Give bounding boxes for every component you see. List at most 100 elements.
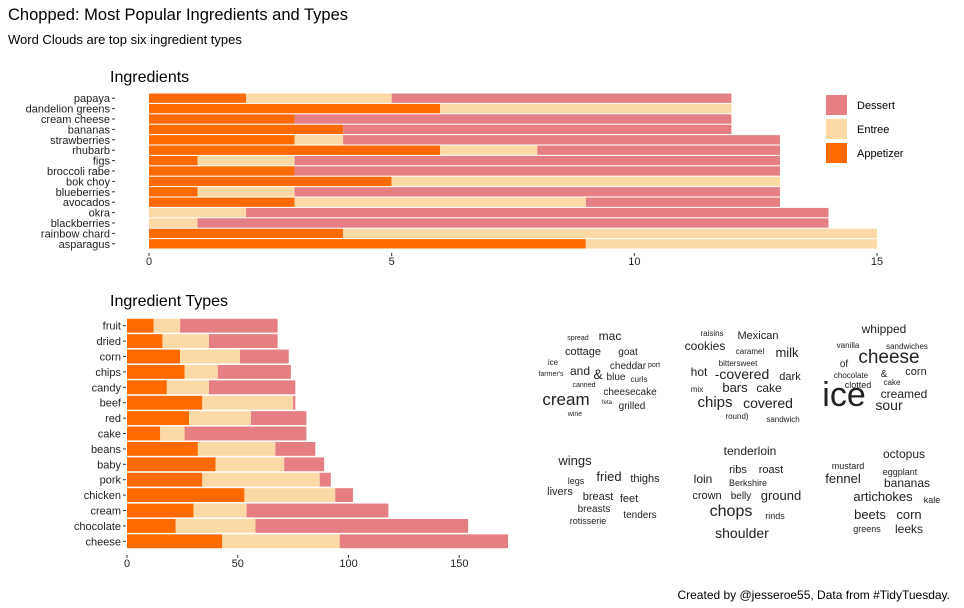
- bar-dessert: [343, 135, 780, 145]
- bar-dessert: [293, 395, 296, 410]
- cloud-word: cottage: [565, 346, 601, 358]
- cloud-word: chips: [697, 394, 732, 411]
- bar-dessert: [180, 318, 278, 333]
- y-tick-label: chocolate: [74, 521, 121, 533]
- y-tick-label: dandelion greens: [26, 104, 111, 116]
- credit-caption: Created by @jesseroe55, Data from #TidyT…: [677, 588, 950, 602]
- y-tick-label: beef: [100, 398, 122, 410]
- y-tick-label: papaya: [74, 93, 111, 105]
- bar-dessert: [208, 334, 278, 349]
- cloud-word: eggplant: [883, 467, 918, 477]
- bar-appetizer: [149, 155, 198, 166]
- y-tick-label: dried: [97, 336, 121, 348]
- cloud-word: beets: [854, 507, 886, 522]
- bar-entree: [162, 334, 209, 349]
- bar-dessert: [217, 364, 291, 379]
- bar-dessert: [335, 488, 353, 503]
- cloud-word: bars: [722, 380, 748, 395]
- cloud-word: chocolate: [834, 371, 869, 380]
- cloud-word: whipped: [861, 322, 907, 336]
- cloud-word: vanilla: [837, 341, 860, 350]
- cloud-word: cheddar: [610, 361, 647, 372]
- cloud-word: roast: [759, 464, 783, 476]
- bar-appetizer: [127, 349, 181, 364]
- bar-appetizer: [149, 197, 295, 207]
- y-tick-label: broccoli rabe: [47, 166, 110, 178]
- chart-title: Ingredients: [110, 69, 189, 86]
- y-tick-label: chicken: [84, 490, 121, 502]
- cloud-word: shoulder: [715, 525, 769, 541]
- cloud-word: curls: [631, 375, 648, 384]
- cloud-word: and: [570, 364, 590, 378]
- bar-appetizer: [149, 239, 586, 249]
- legend-label-entree: Entree: [857, 124, 889, 136]
- bar-entree: [246, 93, 392, 103]
- bar-dessert: [255, 518, 469, 533]
- bar-appetizer: [127, 364, 185, 379]
- bar-entree: [244, 488, 336, 503]
- legend-label-appetizer: Appetizer: [857, 148, 904, 160]
- cloud-word: feet: [620, 493, 638, 505]
- bar-dessert: [343, 124, 732, 135]
- y-tick-label: baby: [97, 459, 121, 471]
- cloud-word: fried: [596, 469, 621, 484]
- word-cloud-5: tenderloin ribs roast loin Berkshire crown bel…: [692, 444, 801, 541]
- bar-dessert: [184, 426, 307, 441]
- cloud-word: tenders: [623, 510, 656, 521]
- page-title: Chopped: Most Popular Ingredients and Ty…: [8, 6, 348, 24]
- cloud-word: cheese: [858, 347, 919, 368]
- bar-appetizer: [149, 176, 392, 187]
- y-tick-label: cream cheese: [41, 114, 110, 126]
- cloud-word: corn: [896, 507, 921, 522]
- bar-entree: [585, 239, 878, 249]
- word-cloud-2: raisins Mexican cookies caramel milk bittersw…: [685, 329, 802, 424]
- bar-entree: [175, 518, 256, 533]
- bar-appetizer: [127, 426, 161, 441]
- bar-entree: [184, 364, 218, 379]
- bar-dessert: [251, 411, 307, 426]
- bar-dessert: [239, 349, 289, 364]
- cloud-word: sandwich: [766, 415, 799, 424]
- cloud-word: rotisserie: [570, 516, 607, 526]
- y-tick-label: bok choy: [66, 176, 111, 188]
- cloud-word: sour: [875, 397, 903, 413]
- bar-entree: [440, 145, 538, 155]
- cloud-word: port: [648, 362, 660, 369]
- bar-appetizer: [127, 534, 223, 549]
- cloud-word: cake: [884, 378, 901, 387]
- bar-dessert: [319, 472, 331, 487]
- cloud-word: milk: [775, 345, 799, 360]
- cloud-word: breast: [583, 491, 614, 503]
- cloud-word: cheesecake: [603, 387, 657, 398]
- bar-appetizer: [127, 380, 167, 395]
- bar-entree: [343, 228, 878, 239]
- y-tick-label: cream: [90, 506, 121, 518]
- cloud-word: belly: [731, 491, 752, 502]
- cloud-word: greens: [853, 524, 881, 534]
- cloud-word: wings: [557, 453, 592, 468]
- bar-appetizer: [149, 124, 344, 135]
- bar-entree: [153, 318, 181, 333]
- bar-appetizer: [149, 93, 247, 103]
- chart-title: Ingredient Types: [110, 293, 228, 310]
- y-tick-label: cheese: [86, 536, 121, 548]
- cloud-word: Mexican: [738, 330, 779, 342]
- cloud-word: mustard: [832, 461, 865, 471]
- bar-appetizer: [149, 187, 198, 197]
- x-tick-label: 15: [871, 256, 883, 268]
- bar-dessert: [246, 503, 389, 518]
- legend: Dessert Entree Appetizer: [826, 95, 904, 163]
- bar-dessert: [294, 114, 732, 124]
- cloud-word: cream: [542, 390, 589, 409]
- bar-entree: [202, 395, 294, 410]
- cloud-word: blue: [607, 372, 626, 383]
- cloud-word: tenderloin: [724, 444, 777, 458]
- y-tick-label: rhubarb: [72, 145, 110, 157]
- bar-appetizer: [127, 411, 190, 426]
- cloud-word: clotted: [845, 380, 872, 390]
- cloud-word: sandwiches: [886, 342, 928, 351]
- cloud-word: round): [725, 412, 748, 421]
- cloud-word: corn: [905, 366, 926, 378]
- cloud-word: spread: [567, 335, 589, 342]
